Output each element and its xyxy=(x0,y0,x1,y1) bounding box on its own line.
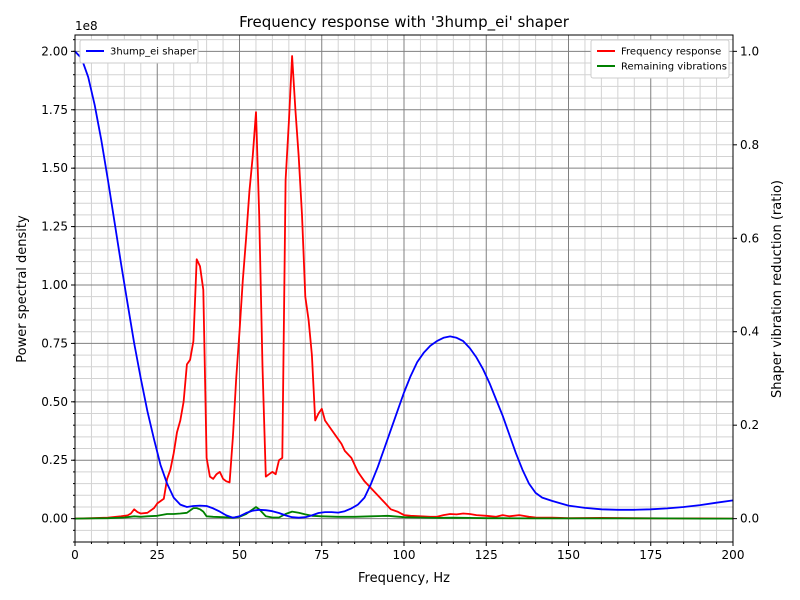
series-line-frequency-response xyxy=(74,55,734,520)
x-tick-label: 150 xyxy=(557,548,580,562)
x-tick-label: 200 xyxy=(722,548,745,562)
y-axis-label: Power spectral density xyxy=(15,215,30,363)
y-right-tick-label: 0.2 xyxy=(740,418,759,432)
y-right-axis-label: Shaper vibration reduction (ratio) xyxy=(770,180,785,398)
y-tick-label: 0.25 xyxy=(41,453,68,467)
x-tick-label: 175 xyxy=(639,548,662,562)
legend-label: Remaining vibrations xyxy=(621,62,727,73)
x-axis-label: Frequency, Hz xyxy=(358,571,450,586)
x-tick-label: 125 xyxy=(475,548,498,562)
legend-label: 3hump_ei shaper xyxy=(110,47,197,58)
y-tick-label: 2.00 xyxy=(41,44,68,58)
y-right-tick-label: 1.0 xyxy=(740,44,759,58)
grid xyxy=(75,35,733,543)
legend-left: 3hump_ei shaper xyxy=(79,39,199,64)
legend-box xyxy=(590,39,730,79)
series-layer xyxy=(74,50,734,520)
y-tick-label: 0.00 xyxy=(41,512,68,526)
x-tick-label: 0 xyxy=(71,548,79,562)
y-tick-label: 1.75 xyxy=(41,103,68,117)
y-right-tick-label: 0.8 xyxy=(740,138,759,152)
legend-right: Frequency response Remaining vibrations xyxy=(590,39,730,79)
y-tick-label: 1.00 xyxy=(41,278,68,292)
legend-label: Frequency response xyxy=(621,47,721,58)
y-tick-label: 1.50 xyxy=(41,161,68,175)
x-tick-label: 50 xyxy=(232,548,247,562)
y-right-tick-label: 0.0 xyxy=(740,512,759,526)
y-tick-label: 0.50 xyxy=(41,395,68,409)
y-scale-label: 1e8 xyxy=(75,19,98,33)
x-tick-label: 75 xyxy=(314,548,329,562)
legend-box xyxy=(79,39,199,64)
axes: 0 25 50 75 100 125 150 175 200 0.00 0.25 0.50 0.75 1.… xyxy=(41,39,759,562)
y-tick-label: 0.75 xyxy=(41,336,68,350)
y-right-tick-label: 0.4 xyxy=(740,325,759,339)
y-right-tick-label: 0.6 xyxy=(740,231,759,245)
series-line-remaining-vibrations xyxy=(74,506,733,520)
x-tick-label: 100 xyxy=(393,548,416,562)
series-line-3hump-ei-shaper xyxy=(74,50,734,519)
y-tick-label: 1.25 xyxy=(41,220,68,234)
x-tick-label: 25 xyxy=(150,548,165,562)
chart-title: Frequency response with '3hump_ei' shape… xyxy=(239,13,570,32)
